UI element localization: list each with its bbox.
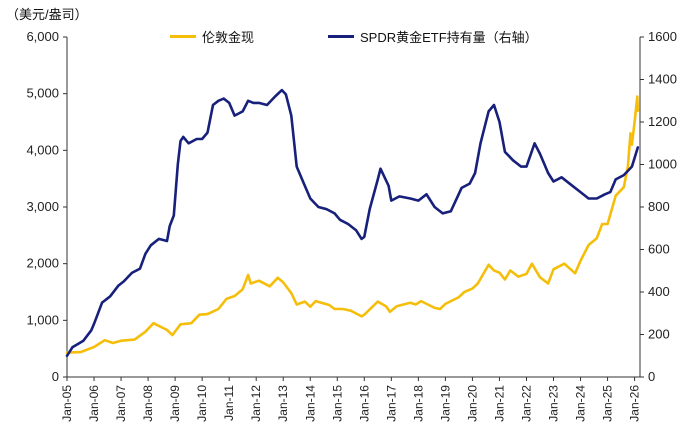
legend-label-gold-price: 伦敦金现: [202, 29, 255, 45]
x-tick-label: Jan-19: [438, 385, 452, 422]
legend-swatch-spdr-holdings: [328, 34, 354, 38]
legend-label-spdr-holdings: SPDR黄金ETF持有量（右轴）: [360, 29, 538, 45]
x-tick-label: Jan-07: [114, 385, 128, 422]
right-y-tick-label: 1200: [648, 114, 677, 129]
x-tick-label: Jan-25: [601, 385, 615, 422]
left-y-tick-label: 5,000: [26, 86, 59, 101]
left-axis-unit-label: （美元/盎司）: [6, 7, 88, 22]
right-y-tick-label: 1400: [648, 72, 677, 87]
x-tick-label: Jan-16: [357, 385, 371, 422]
right-y-tick-label: 800: [648, 199, 670, 214]
x-tick-label: Jan-24: [574, 385, 588, 422]
x-tick-label: Jan-26: [628, 385, 642, 422]
x-tick-label: Jan-11: [222, 385, 236, 421]
right-y-tick-label: 1600: [648, 29, 677, 44]
x-tick-label: Jan-17: [384, 385, 398, 422]
x-tick-label: Jan-21: [492, 385, 506, 422]
x-tick-label: Jan-23: [547, 385, 561, 422]
right-y-tick-label: 600: [648, 242, 670, 257]
x-tick-label: Jan-05: [60, 385, 74, 422]
left-y-tick-label: 3,000: [26, 199, 59, 214]
x-tick-label: Jan-12: [249, 385, 263, 422]
x-tick-label: Jan-13: [276, 385, 290, 422]
right-y-tick-label: 1000: [648, 157, 677, 172]
x-tick-label: Jan-22: [519, 385, 533, 422]
spdr-holdings-series-line: [65, 88, 640, 358]
right-y-tick-label: 200: [648, 327, 670, 342]
left-y-tick-label: 6,000: [26, 29, 59, 44]
legend-item-spdr-holdings: SPDR黄金ETF持有量（右轴）: [328, 26, 538, 46]
x-tick-label: Jan-15: [330, 385, 344, 422]
gold-price-series-line: [65, 95, 640, 354]
legend-swatch-gold-price: [170, 34, 196, 38]
x-tick-label: Jan-09: [168, 385, 182, 422]
x-tick-label: Jan-08: [141, 385, 155, 422]
x-tick-label: Jan-06: [87, 385, 101, 422]
x-tick-label: Jan-10: [195, 385, 209, 422]
left-y-tick-label: 4,000: [26, 142, 59, 157]
left-y-tick-label: 2,000: [26, 256, 59, 271]
left-y-tick-label: 0: [52, 369, 59, 384]
legend-item-gold-price: 伦敦金现: [170, 26, 254, 46]
x-tick-label: Jan-14: [303, 385, 317, 422]
x-tick-label: Jan-18: [411, 385, 425, 422]
right-y-tick-label: 0: [648, 369, 655, 384]
right-y-tick-label: 400: [648, 284, 670, 299]
left-y-tick-label: 1,000: [26, 312, 59, 327]
x-tick-label: Jan-20: [465, 385, 479, 422]
